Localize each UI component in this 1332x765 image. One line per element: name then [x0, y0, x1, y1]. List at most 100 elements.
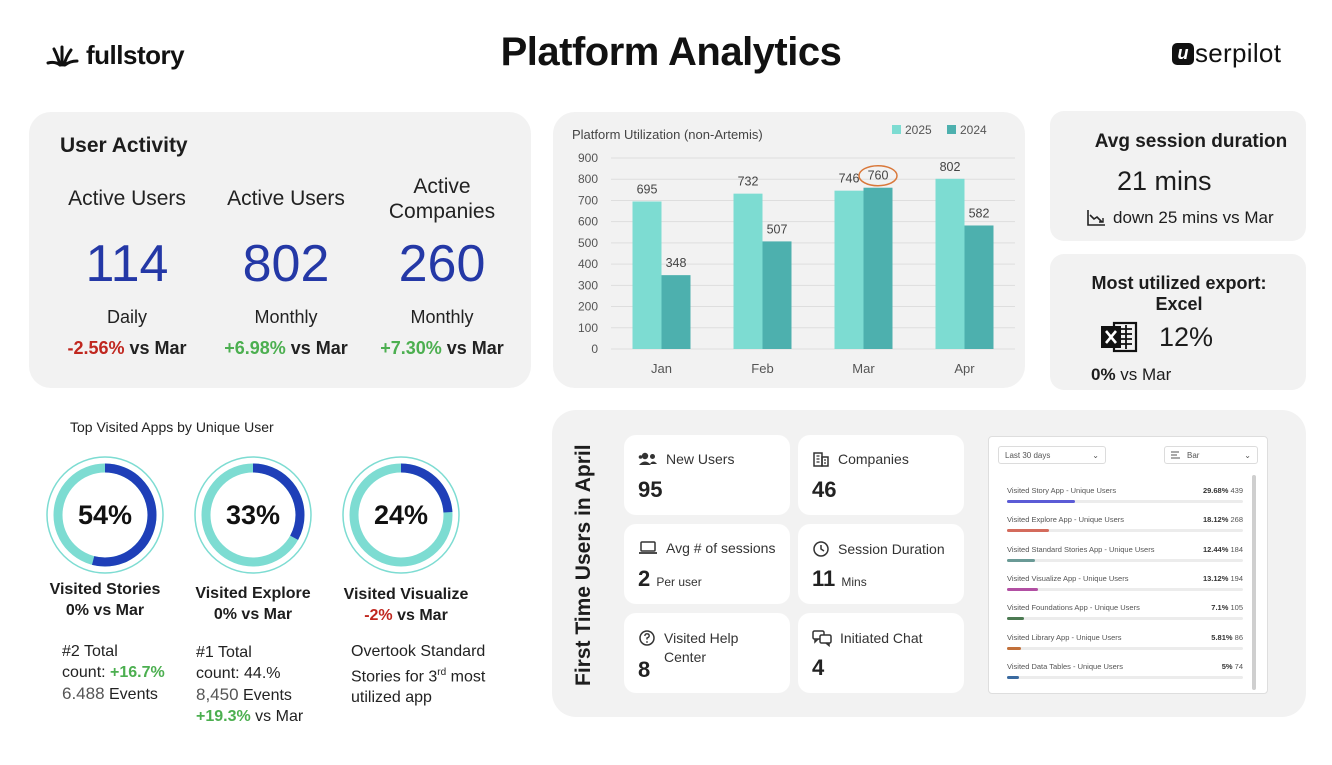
metric-change: +6.98% vs Mar	[224, 338, 348, 358]
list-item-stats: 5.81% 86	[1211, 632, 1243, 642]
stat-value: 11 Mins	[812, 566, 867, 591]
donut-chart: 33%	[194, 456, 312, 574]
session-duration-title: Avg session duration	[1094, 131, 1288, 152]
monthly-active-users-card: Active Users 802 Monthly +6.98% vs Mar	[206, 184, 366, 359]
session-duration-value: 21 mins	[1117, 166, 1212, 196]
bar-2025-Mar	[834, 190, 864, 349]
list-item-bar	[1007, 646, 1022, 650]
legend-swatch	[947, 125, 956, 134]
laptop-icon	[639, 541, 657, 554]
metric-heading: Active Users	[227, 187, 345, 210]
data-label: 746	[839, 172, 860, 186]
stat-value: 8	[638, 657, 651, 682]
list-item-stats: 13.12% 194	[1202, 573, 1243, 583]
legend-label: 2025	[905, 123, 932, 137]
export-change: 0% vs Mar	[1091, 365, 1172, 384]
userpilot-logo: u serpilot	[1172, 38, 1281, 69]
metric-period: Monthly	[410, 307, 474, 327]
bar-2024-Apr	[964, 225, 994, 349]
list-scrollbar[interactable]	[1252, 475, 1256, 690]
visited-stories-label: Visited Stories 0% vs Mar	[49, 581, 161, 619]
metric-change: +7.30% vs Mar	[380, 338, 504, 358]
stat-value: 2 Per user	[638, 566, 702, 591]
y-tick-label: 800	[578, 172, 598, 186]
list-item-track	[1007, 587, 1243, 591]
data-label: 348	[666, 256, 687, 270]
first-time-users-title: First Time Users in April	[572, 444, 595, 686]
list-item[interactable]: Visited Story App - Unique Users 29.68% 4…	[1007, 486, 1243, 503]
list-item-stats: 29.68% 439	[1202, 486, 1243, 495]
list-item-track	[1007, 558, 1243, 562]
y-tick-label: 600	[578, 215, 598, 229]
visited-stories-note: #2 Total count: +16.7% 6.488 Events	[62, 643, 165, 703]
session-duration-card	[1050, 111, 1306, 241]
list-item[interactable]: Visited Foundations App - Unique Users 7.…	[1007, 603, 1243, 621]
list-item[interactable]: Visited Standard Stories App - Unique Us…	[1007, 545, 1243, 562]
stat-label: Visited Help Center	[664, 630, 739, 665]
metric-value: 114	[85, 235, 169, 293]
list-item-bar	[1007, 529, 1050, 533]
metric-period: Monthly	[254, 307, 318, 327]
visited-visualize-ring: 24%	[341, 455, 461, 575]
bar-2024-Jan	[661, 275, 691, 349]
fullstory-logo-text: fullstory	[86, 40, 185, 70]
y-tick-label: 200	[578, 300, 598, 314]
fullstory-logo: fullstory	[46, 40, 185, 71]
chevron-down-icon: ⌄	[1092, 450, 1099, 460]
list-item[interactable]: Visited Data Tables - Unique Users 5% 74	[1007, 662, 1243, 679]
data-label: 732	[738, 175, 759, 189]
stat-label: Avg # of sessions	[666, 540, 776, 556]
list-item-label: Visited Standard Stories App - Unique Us…	[1007, 544, 1155, 554]
list-item[interactable]: Visited Library App - Unique Users 5.81% …	[1007, 633, 1243, 650]
y-tick-label: 900	[578, 151, 598, 165]
metric-heading: Active Users	[68, 187, 186, 210]
app-breakdown-panel	[988, 436, 1268, 694]
list-item-label: Visited Library App - Unique Users	[1007, 632, 1122, 642]
stat-label: Companies	[838, 451, 909, 467]
list-item-stats: 7.1% 105	[1211, 603, 1243, 613]
y-tick-label: 400	[578, 257, 598, 271]
y-tick-label: 100	[578, 321, 598, 335]
x-tick-label: Jan	[651, 361, 672, 376]
session-duration-stat-card: Session Duration 11 Mins	[798, 524, 964, 604]
date-range-select[interactable]: Last 30 days ⌄	[998, 446, 1106, 464]
list-item-bar	[1007, 617, 1024, 621]
data-label: 802	[940, 160, 961, 174]
legend-swatch	[892, 125, 901, 134]
bar-2024-Mar	[863, 187, 893, 349]
list-item-stats: 5% 74	[1221, 661, 1243, 671]
list-item-bar	[1007, 587, 1038, 591]
new-users-card: New Users 95	[624, 435, 790, 515]
chat-icon	[812, 630, 832, 647]
view-type-select[interactable]: Bar ⌄	[1164, 446, 1258, 464]
visited-visualize-label: Visited Visualize -2% vs Mar	[343, 586, 469, 624]
bar-chart-icon	[1171, 451, 1180, 459]
user-activity-panel	[29, 112, 531, 388]
fullstory-mark-icon	[46, 45, 79, 66]
list-item-track	[1007, 500, 1243, 503]
metric-heading: Active Companies	[388, 175, 496, 223]
visited-explore-note: #1 Total count: 44.% 8,450 Events +19.3%…	[196, 644, 304, 725]
metric-value: 802	[242, 235, 330, 293]
x-tick-label: Mar	[852, 361, 875, 376]
list-item[interactable]: Visited Explore App - Unique Users 18.12%…	[1007, 515, 1243, 533]
data-label: 695	[637, 183, 658, 197]
companies-card: Companies 46	[798, 435, 964, 515]
ring-arc	[349, 463, 453, 567]
initiated-chat-card: Initiated Chat 4	[798, 613, 964, 693]
help-center-card: Visited Help Center 8	[624, 613, 790, 693]
y-tick-label: 300	[578, 278, 598, 292]
visited-explore-ring: 33%	[193, 455, 313, 575]
visited-explore-label: Visited Explore 0% vs Mar	[195, 585, 311, 623]
data-label: 507	[767, 222, 788, 236]
bar-2025-Jan	[632, 201, 662, 349]
x-tick-label: Apr	[954, 361, 975, 376]
user-activity-title: User Activity	[60, 134, 188, 157]
metric-value: 260	[398, 235, 486, 293]
platform-utilization-chart: Platform Utilization (non-Artemis) 2025 20…	[572, 123, 1015, 376]
clock-icon	[813, 541, 829, 557]
list-item-track	[1007, 529, 1243, 533]
ring-percent: 24%	[374, 500, 428, 530]
metric-change: -2.56% vs Mar	[67, 338, 187, 358]
list-item[interactable]: Visited Visualize App - Unique Users 13.1…	[1007, 574, 1243, 591]
